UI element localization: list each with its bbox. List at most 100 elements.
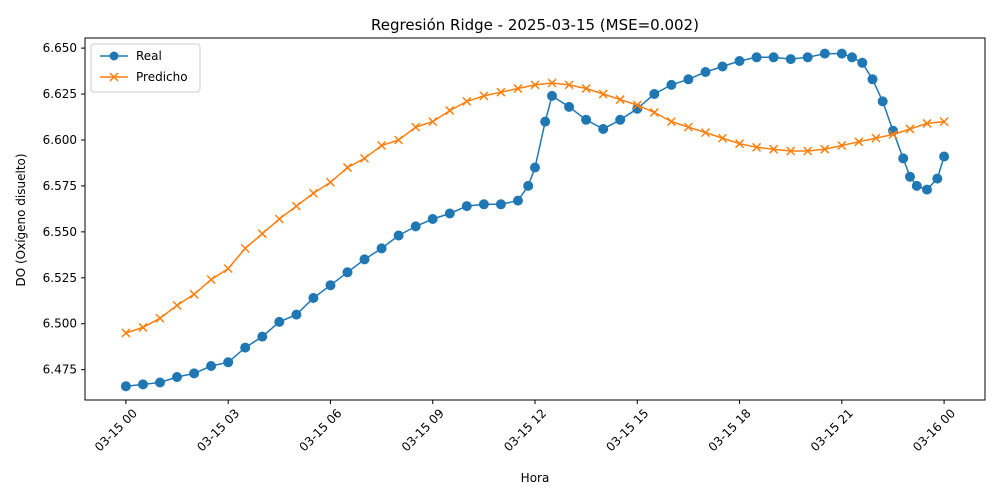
data-point-real [898,153,909,164]
data-point-predicho [615,95,625,105]
data-point-predicho [342,163,353,173]
data-point-predicho [189,289,199,299]
data-point-predicho [700,128,710,138]
y-tick-label: 6.625 [43,87,77,101]
data-point-predicho [462,96,472,106]
data-point-real [325,280,336,291]
data-point-real [120,381,131,392]
data-point-predicho [360,153,370,163]
data-point-real [444,208,455,219]
data-point-real [359,254,370,265]
x-tick-label: 03-15 15 [603,406,651,454]
data-point-real [734,56,745,66]
data-point-real [495,199,506,210]
data-point-real [427,214,438,224]
data-point-real [768,52,779,63]
data-point-predicho [394,135,404,145]
plot-area [120,48,950,392]
data-point-real [206,361,217,371]
data-point-predicho [564,80,574,90]
data-point-real [819,48,830,59]
data-point-real [877,96,888,107]
data-point-real [172,372,182,382]
data-point-predicho [598,89,608,99]
data-point-real [461,201,472,212]
x-tick-label: 03-16 00 [910,406,958,454]
x-axis-label: Hora [521,471,550,485]
data-point-real [932,173,943,184]
data-point-real [291,309,302,320]
data-point-real [478,199,489,210]
data-point-predicho [649,107,659,117]
y-tick-label: 6.575 [43,179,77,193]
y-tick-label: 6.650 [43,41,77,55]
legend-label-real: Real [136,49,162,63]
data-point-predicho [922,118,932,128]
data-point-real [240,342,251,353]
y-tick-label: 6.550 [43,225,77,239]
data-point-predicho [786,146,796,156]
legend-label-predicho: Predicho [136,70,188,84]
y-tick-label: 6.475 [43,363,77,377]
data-point-real [836,48,847,59]
data-point-real [700,67,711,77]
data-point-real [547,90,557,101]
data-point-real [847,52,857,63]
data-point-predicho [905,124,915,134]
data-point-predicho [530,80,540,90]
x-tick-label: 03-15 09 [399,406,447,454]
data-point-real [513,195,523,206]
legend: Real Predicho [90,43,201,93]
data-point-real [717,61,728,72]
data-point-predicho [223,264,233,274]
data-point-predicho [411,122,421,132]
data-point-predicho [138,322,148,332]
x-tick-label: 03-15 18 [706,406,754,454]
data-point-predicho [513,84,523,94]
data-point-predicho [666,117,676,127]
data-point-real [274,316,285,327]
data-point-real [138,379,148,390]
y-axis-label: DO (Oxígeno disuelto) [14,153,28,286]
legend-real-marker [109,51,119,61]
data-point-predicho [240,243,250,253]
axes-frame [84,37,986,401]
data-point-predicho [803,146,813,156]
data-point-predicho [155,313,165,323]
data-point-real [939,151,950,162]
data-point-predicho [428,117,438,127]
data-point-real [922,184,932,195]
y-tick-label: 6.600 [43,133,77,147]
data-point-predicho [547,78,557,88]
x-tick-label: 03-15 03 [194,406,242,454]
data-point-predicho [172,300,182,310]
data-point-predicho [308,188,318,198]
data-point-predicho [445,106,455,116]
data-point-real [785,54,796,65]
data-point-predicho [820,144,830,154]
data-point-predicho [274,214,284,224]
data-point-predicho [871,133,881,143]
x-tick-label: 03-15 00 [92,406,140,454]
data-point-predicho [291,201,301,211]
data-point-real [666,79,677,90]
data-point-predicho [752,142,762,152]
data-point-real [857,57,868,68]
legend-predicho-marker [109,72,119,82]
data-point-predicho [325,177,335,187]
data-point-real [155,377,165,388]
data-point-real [751,52,762,63]
data-point-real [410,221,421,232]
data-point-real [523,180,534,191]
data-point-predicho [257,229,267,239]
series-line-real [125,52,945,387]
data-point-real [905,171,915,182]
data-point-predicho [496,87,506,97]
data-point-predicho [717,133,728,143]
data-point-real [530,162,540,173]
data-point-predicho [581,84,591,94]
data-point-predicho [206,275,216,285]
data-point-predicho [632,100,642,110]
data-point-real [649,89,660,99]
